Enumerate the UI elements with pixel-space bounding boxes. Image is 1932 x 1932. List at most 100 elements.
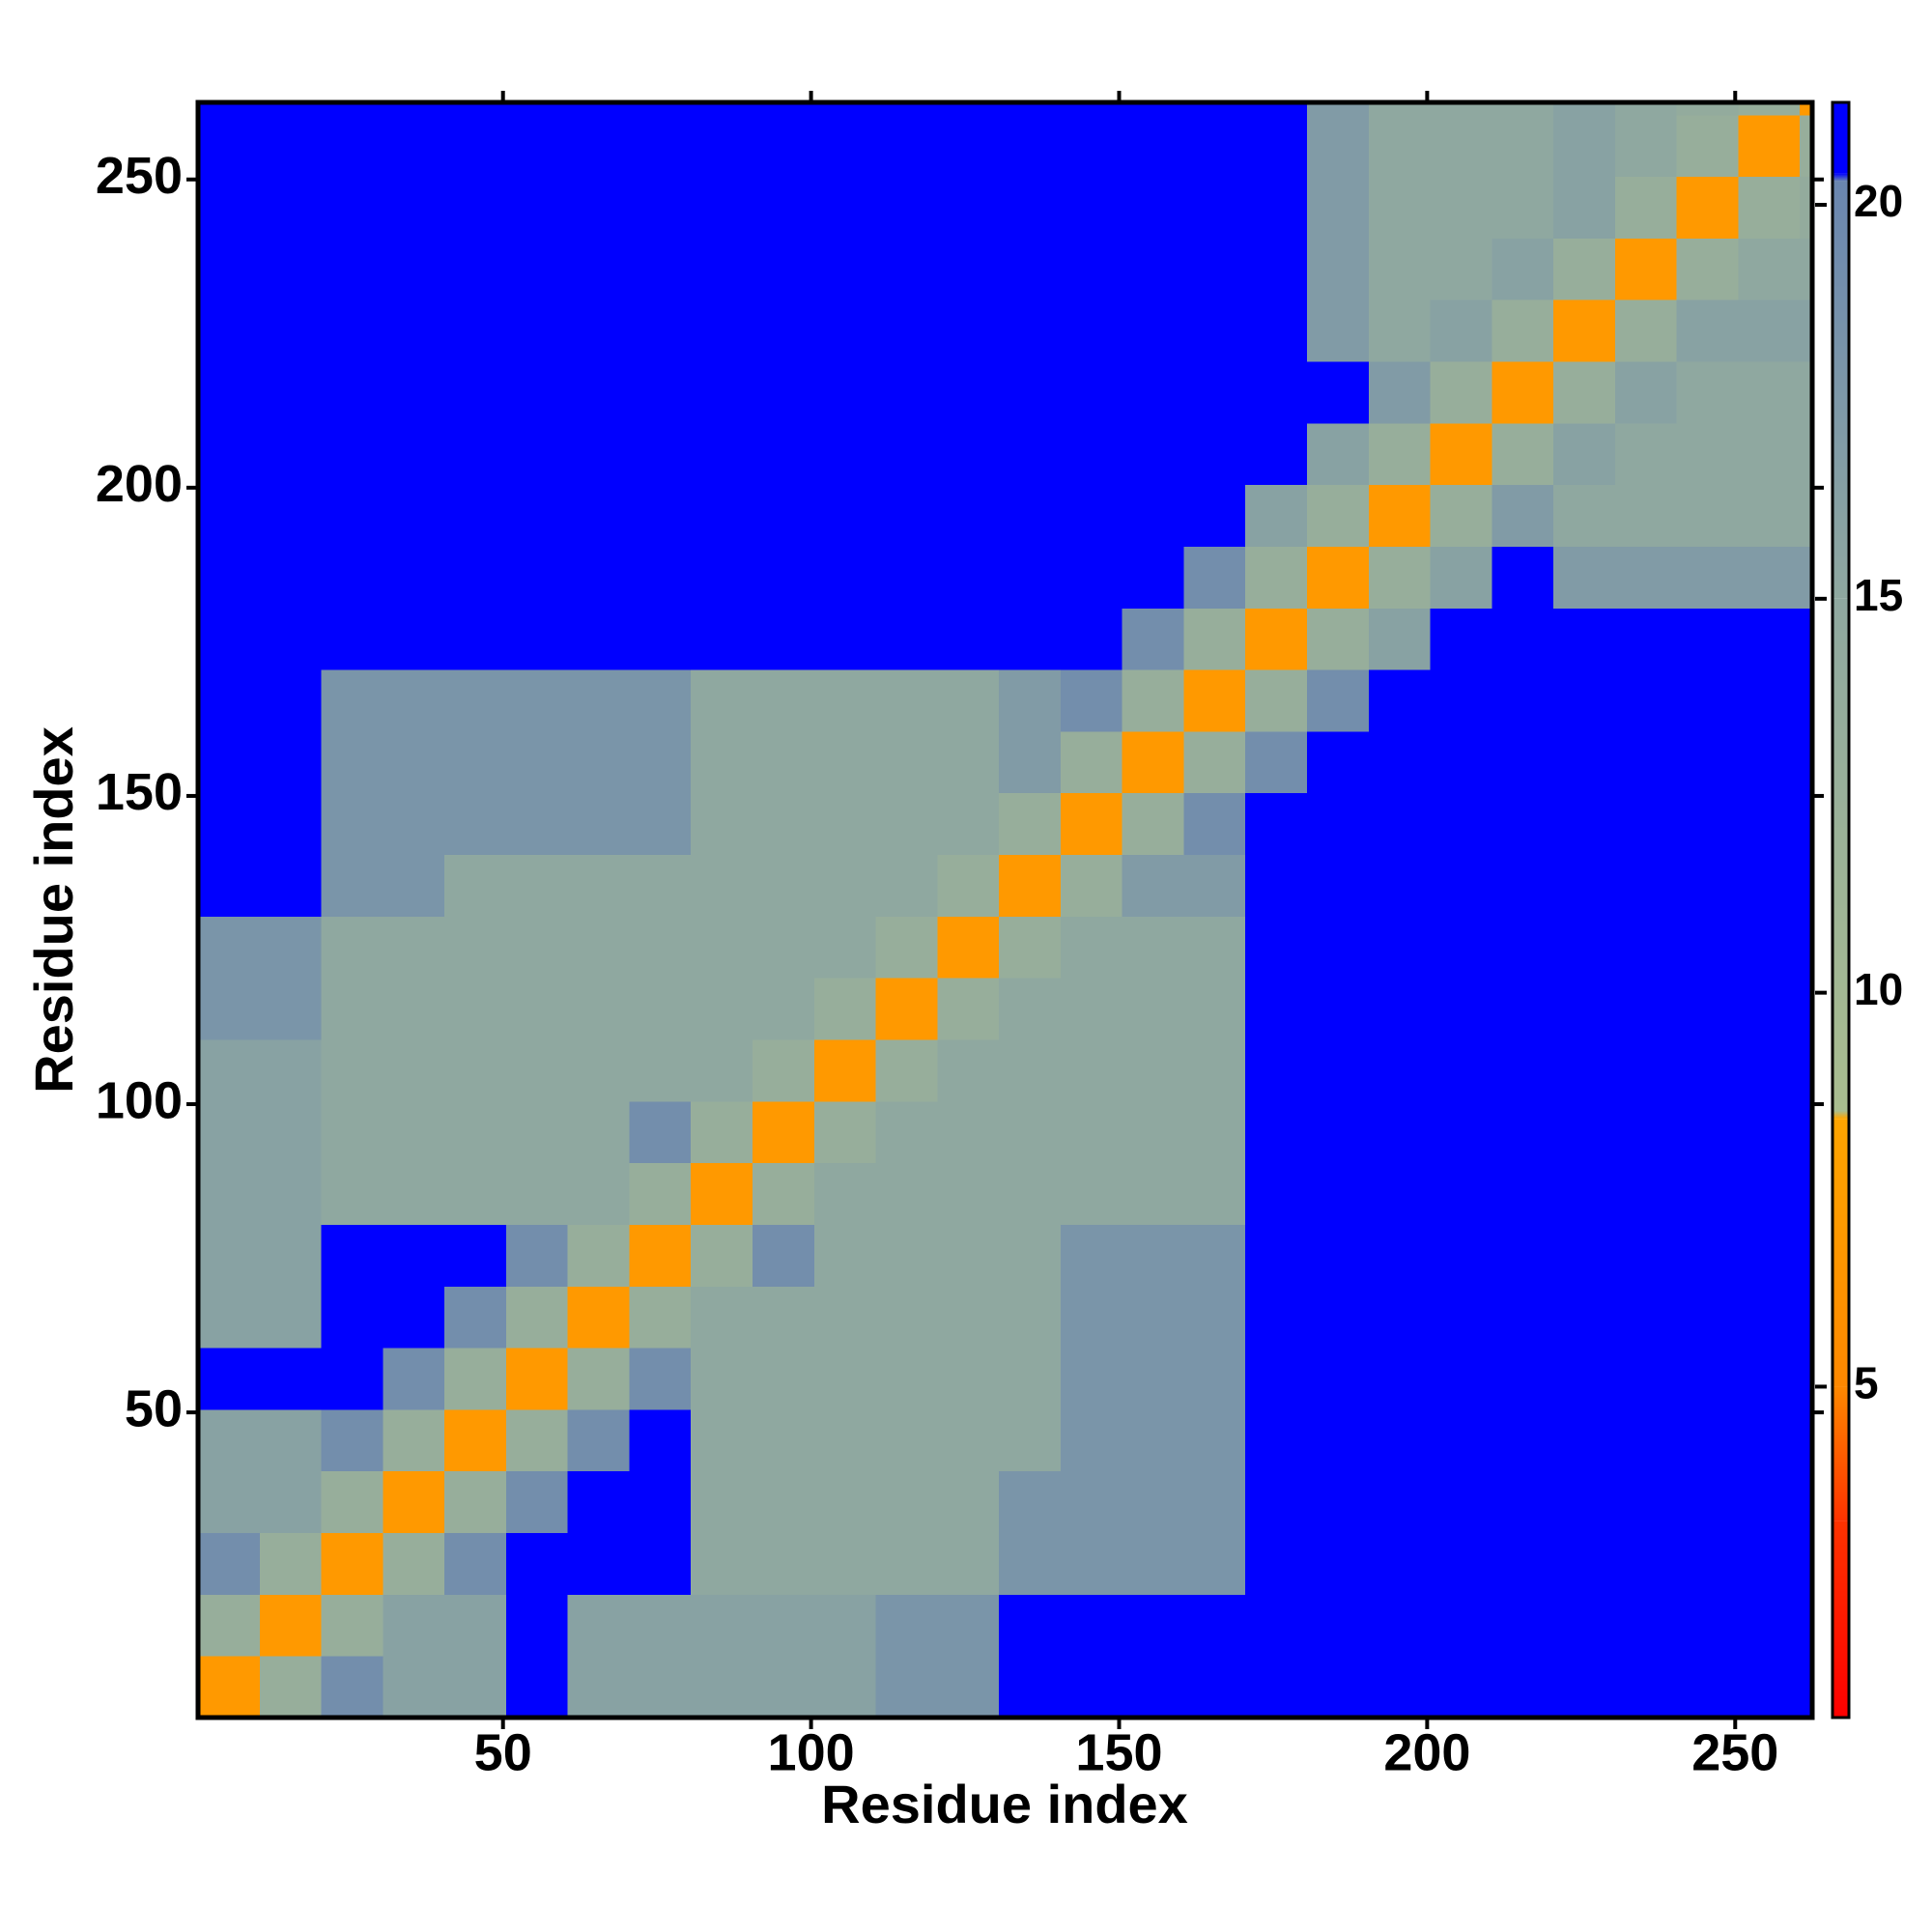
heatmap-cell bbox=[444, 546, 507, 609]
heatmap-cell bbox=[1122, 854, 1184, 917]
heatmap-cell bbox=[1307, 730, 1370, 794]
heatmap-cell bbox=[321, 916, 384, 979]
heatmap-cell bbox=[1245, 1532, 1308, 1595]
heatmap-cell bbox=[1614, 422, 1678, 486]
heatmap-cell bbox=[691, 114, 753, 178]
heatmap-cell bbox=[1368, 1470, 1432, 1534]
heatmap-cell bbox=[691, 730, 753, 794]
heatmap-cell bbox=[1800, 1224, 1813, 1287]
heatmap-cell bbox=[1368, 608, 1432, 670]
heatmap-cell bbox=[1800, 792, 1813, 856]
heatmap-cell bbox=[1307, 361, 1370, 424]
heatmap-cell bbox=[444, 1470, 507, 1534]
heatmap-cell bbox=[198, 916, 261, 979]
heatmap-cell bbox=[999, 114, 1062, 178]
heatmap-cell bbox=[875, 546, 938, 609]
heatmap-cell bbox=[999, 608, 1062, 670]
heatmap-cell bbox=[1307, 608, 1370, 670]
heatmap-cell bbox=[1614, 1100, 1678, 1164]
heatmap-cell bbox=[1738, 854, 1801, 917]
heatmap-cell bbox=[1738, 916, 1801, 979]
heatmap-cell bbox=[321, 1348, 384, 1410]
heatmap-cell bbox=[1430, 1224, 1492, 1287]
heatmap-cell bbox=[567, 114, 630, 178]
heatmap-cell bbox=[753, 1594, 815, 1657]
heatmap-cell bbox=[629, 176, 692, 239]
heatmap-cell bbox=[1614, 546, 1678, 609]
heatmap-cell bbox=[875, 361, 938, 424]
heatmap-cell bbox=[753, 1039, 815, 1102]
heatmap-cell bbox=[813, 238, 877, 300]
heatmap-cell bbox=[1060, 1348, 1123, 1410]
colorbar-tick-label: 10 bbox=[1854, 964, 1903, 1014]
heatmap-cell bbox=[1307, 1039, 1370, 1102]
heatmap-cell bbox=[875, 1039, 938, 1102]
heatmap-cell bbox=[1553, 854, 1616, 917]
heatmap-cell bbox=[1060, 176, 1123, 239]
heatmap-cell bbox=[1614, 1656, 1678, 1719]
heatmap-cell bbox=[629, 669, 692, 732]
heatmap-cell bbox=[259, 1532, 323, 1595]
heatmap-cell bbox=[1738, 669, 1801, 732]
heatmap-cell bbox=[1122, 1224, 1184, 1287]
heatmap-cell bbox=[753, 608, 815, 670]
heatmap-cell bbox=[1245, 299, 1308, 362]
heatmap-cell bbox=[1553, 299, 1616, 362]
heatmap-cell bbox=[813, 102, 877, 116]
heatmap-cell bbox=[1245, 114, 1308, 178]
x-tick-label: 50 bbox=[474, 1723, 532, 1781]
heatmap-cell bbox=[444, 730, 507, 794]
heatmap-cell bbox=[505, 854, 569, 917]
heatmap-cell bbox=[1553, 238, 1616, 300]
heatmap-cell bbox=[1430, 1100, 1492, 1164]
heatmap-cell bbox=[259, 1408, 323, 1472]
heatmap-cell bbox=[629, 102, 692, 116]
heatmap-cell bbox=[629, 1532, 692, 1595]
heatmap-cell bbox=[1368, 1408, 1432, 1472]
heatmap-cell bbox=[753, 1532, 815, 1595]
heatmap-cell bbox=[567, 1408, 630, 1472]
heatmap-cell bbox=[1553, 1656, 1616, 1719]
heatmap-cell bbox=[1060, 916, 1123, 979]
heatmap-cell bbox=[875, 1594, 938, 1657]
heatmap-cell bbox=[1738, 1348, 1801, 1410]
heatmap-cell bbox=[1553, 1039, 1616, 1102]
heatmap-cell bbox=[1492, 176, 1554, 239]
heatmap-cell bbox=[321, 854, 384, 917]
heatmap-cell bbox=[753, 546, 815, 609]
heatmap-cell bbox=[1553, 978, 1616, 1040]
heatmap-cell bbox=[444, 1594, 507, 1657]
heatmap-cell bbox=[1368, 546, 1432, 609]
heatmap-cell bbox=[1183, 854, 1246, 917]
heatmap-cell bbox=[383, 361, 445, 424]
heatmap-cell bbox=[875, 1348, 938, 1410]
heatmap-cell bbox=[937, 1348, 1000, 1410]
heatmap-cell bbox=[753, 422, 815, 486]
heatmap-cell bbox=[321, 102, 384, 116]
heatmap-cell bbox=[629, 1408, 692, 1472]
heatmap-cell bbox=[1183, 484, 1246, 547]
heatmap-cell bbox=[813, 1470, 877, 1534]
heatmap-cell bbox=[1614, 1224, 1678, 1287]
heatmap-cell bbox=[1430, 546, 1492, 609]
heatmap-cell bbox=[1307, 1286, 1370, 1349]
heatmap-cell bbox=[753, 1348, 815, 1410]
heatmap-cell bbox=[1430, 1286, 1492, 1349]
heatmap-cell bbox=[1676, 1162, 1739, 1225]
heatmap-cell bbox=[383, 792, 445, 856]
heatmap-cell bbox=[691, 422, 753, 486]
colorbar-segment bbox=[1833, 1520, 1849, 1718]
heatmap-cell bbox=[999, 176, 1062, 239]
heatmap-cell bbox=[937, 176, 1000, 239]
heatmap-cell bbox=[629, 608, 692, 670]
heatmap-cell bbox=[1245, 669, 1308, 732]
heatmap-cell bbox=[1614, 1408, 1678, 1472]
heatmap-cell bbox=[321, 669, 384, 732]
heatmap-cell bbox=[813, 546, 877, 609]
heatmap-cell bbox=[1738, 1039, 1801, 1102]
heatmap-cell bbox=[813, 361, 877, 424]
heatmap-cell bbox=[1614, 102, 1678, 116]
heatmap-cell bbox=[1553, 1594, 1616, 1657]
heatmap-cell bbox=[1553, 484, 1616, 547]
